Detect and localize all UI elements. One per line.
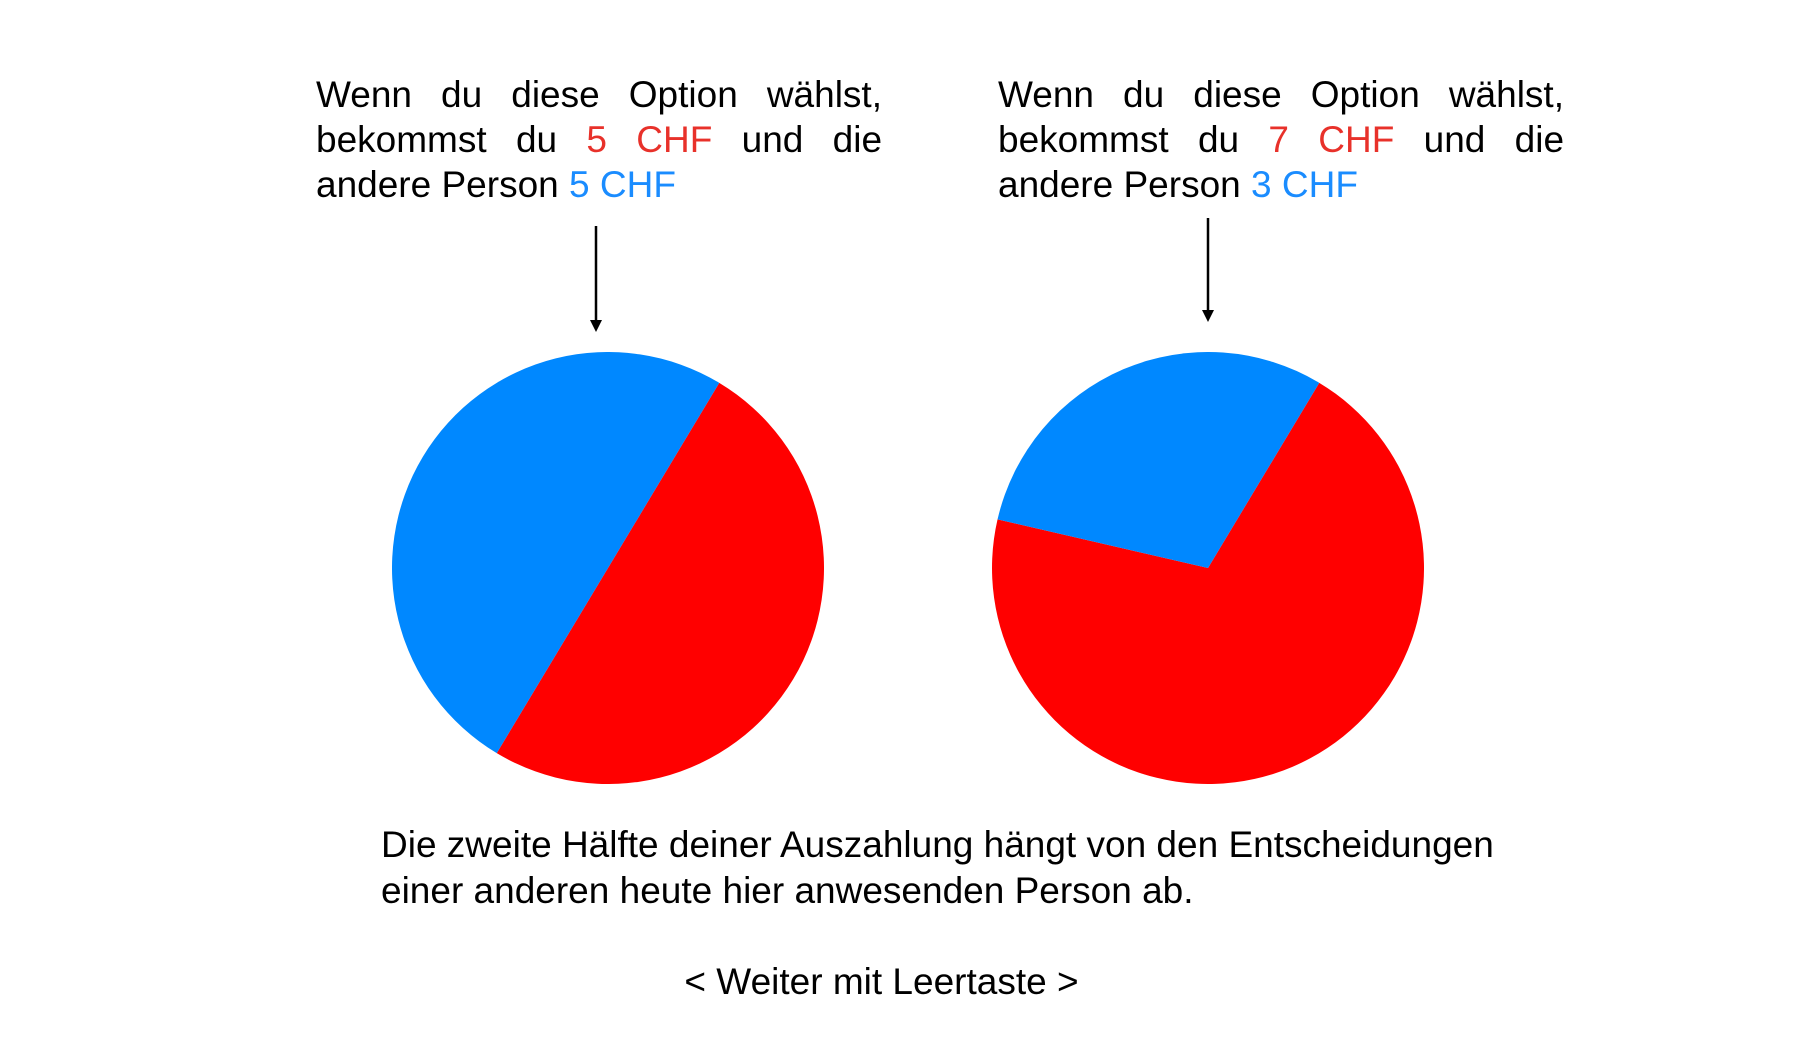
pie-slice-self [496,382,824,784]
continue-hint: < Weiter mit Leertaste > [684,961,1079,1002]
option-left-line2-suffix: und die [741,119,883,160]
pie-slice-self [992,382,1424,784]
option-right-text: Wenn du diese Option wählst, bekommst du… [998,72,1564,207]
option-left-line2-prefix: bekommst du [316,119,558,160]
arrow-down-icon [1202,218,1214,322]
option-right-pie[interactable] [992,352,1424,784]
option-left-pie[interactable] [392,352,824,784]
info-text: Die zweite Hälfte deiner Auszahlung häng… [381,824,1494,911]
option-left-line3-prefix: andere Person [316,164,559,205]
option-right-line1: Wenn du diese Option wählst, [998,74,1564,115]
arrow-down-icon [590,226,602,332]
option-left-text: Wenn du diese Option wählst, bekommst du… [316,72,882,207]
option-left-other-amount: 5 CHF [569,164,676,205]
pie-slice-other [997,352,1320,568]
pie-slice-other [392,352,720,754]
option-left-line1: Wenn du diese Option wählst, [316,74,882,115]
option-left-self-amount: 5 CHF [586,119,713,160]
option-right-other-amount: 3 CHF [1251,164,1358,205]
option-right-self-amount: 7 CHF [1268,119,1395,160]
option-right-line2-prefix: bekommst du [998,119,1240,160]
option-right-line2-suffix: und die [1423,119,1565,160]
option-right-line3-prefix: andere Person [998,164,1241,205]
